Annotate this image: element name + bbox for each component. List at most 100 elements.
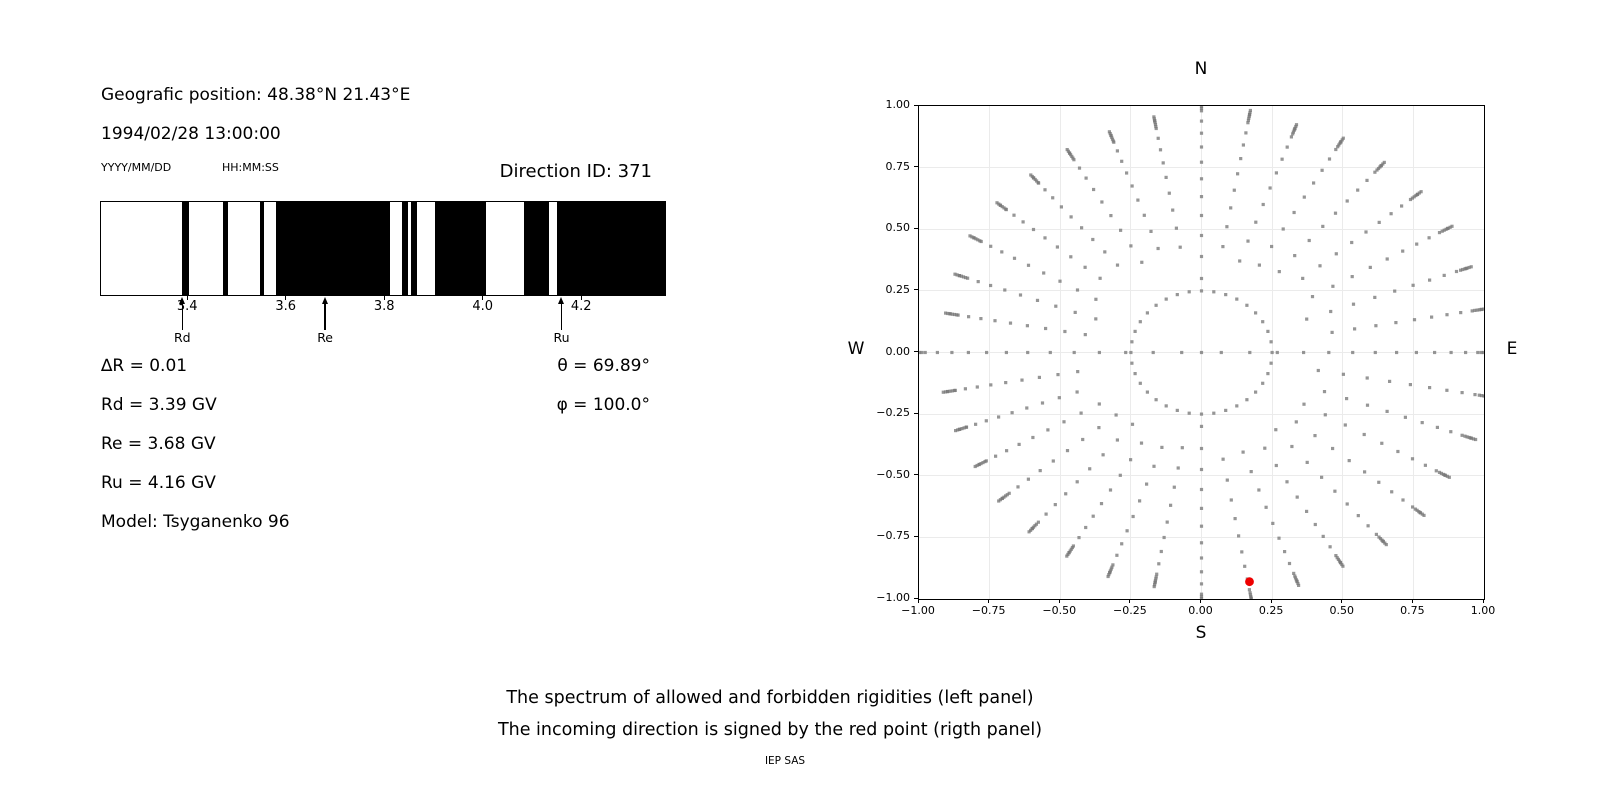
direction-dot xyxy=(1108,571,1112,575)
direction-dot xyxy=(975,385,979,389)
direction-dot xyxy=(1377,535,1381,539)
direction-dot xyxy=(955,313,959,317)
scatter-y-tick-label: 1.00 xyxy=(885,98,911,111)
direction-dot xyxy=(1350,240,1354,245)
direction-dot xyxy=(1264,505,1268,509)
direction-dot xyxy=(1473,308,1477,312)
direction-dot xyxy=(1107,130,1111,134)
allowed-rigidity-bar xyxy=(276,202,390,295)
direction-dot xyxy=(1055,245,1059,249)
direction-dot xyxy=(968,234,972,238)
direction-dot xyxy=(1248,108,1252,113)
direction-dot xyxy=(1448,225,1452,229)
barcode-x-tick-mark xyxy=(186,296,188,300)
direction-dot xyxy=(1410,457,1415,461)
direction-dot xyxy=(1025,324,1029,328)
direction-dot xyxy=(1067,151,1072,155)
direction-dot xyxy=(1292,210,1296,215)
direction-dot xyxy=(1248,593,1253,597)
phi-value-text: φ = 100.0° xyxy=(556,395,650,415)
direction-dot xyxy=(1069,547,1073,551)
direction-dot xyxy=(1065,554,1069,558)
direction-dot xyxy=(994,454,998,458)
direction-dot xyxy=(1294,124,1298,129)
direction-dot xyxy=(1115,149,1119,153)
direction-dot xyxy=(1003,288,1007,292)
allowed-rigidity-bar xyxy=(410,202,417,295)
direction-dot xyxy=(1072,350,1076,355)
direction-dot xyxy=(1297,583,1301,587)
direction-dot xyxy=(1446,226,1450,230)
direction-dot xyxy=(1064,492,1068,496)
direction-dot xyxy=(1271,521,1275,525)
direction-dot xyxy=(953,272,957,276)
direction-dot xyxy=(1130,422,1135,426)
direction-dot xyxy=(1042,271,1046,275)
direction-dot xyxy=(1164,404,1168,408)
direction-dot xyxy=(1070,546,1074,550)
direction-dot xyxy=(1373,295,1377,299)
direction-dot xyxy=(1240,550,1244,554)
direction-dot xyxy=(970,235,974,239)
direction-dot xyxy=(1094,317,1098,321)
direction-dot xyxy=(1420,421,1424,425)
direction-dot xyxy=(1199,350,1204,355)
direction-dot xyxy=(1295,495,1299,499)
scatter-y-tick-label: 0.25 xyxy=(885,282,911,296)
direction-dot xyxy=(1066,552,1070,556)
direction-dot xyxy=(1415,508,1419,512)
direction-dot xyxy=(1018,293,1023,297)
cutoff-arrow-head xyxy=(558,297,565,304)
direction-dot xyxy=(1249,595,1253,599)
direction-dot xyxy=(1021,220,1025,224)
direction-dot xyxy=(1313,434,1317,438)
direction-dot xyxy=(1301,276,1305,280)
direction-dot xyxy=(967,315,971,319)
direction-dot xyxy=(1236,172,1240,176)
direction-dot xyxy=(1153,581,1157,585)
direction-dot xyxy=(1056,373,1060,377)
direction-dot xyxy=(1145,390,1149,394)
direction-dot xyxy=(1459,268,1463,272)
direction-dot xyxy=(1249,470,1253,474)
direction-dot xyxy=(1025,406,1029,410)
direction-dot xyxy=(1411,505,1415,509)
direction-dot xyxy=(1038,469,1042,473)
direction-dot xyxy=(1164,175,1168,179)
cutoff-arrow-shaft xyxy=(324,303,326,330)
direction-dot xyxy=(1002,206,1006,210)
grid-line-horizontal xyxy=(919,167,1484,169)
direction-dot xyxy=(1199,592,1204,596)
direction-dot xyxy=(1199,195,1204,199)
direction-dot xyxy=(1305,317,1309,321)
direction-dot xyxy=(1408,383,1412,387)
time-format-label: HH:MM:SS xyxy=(222,161,279,174)
direction-dot xyxy=(1065,449,1070,453)
direction-dot xyxy=(1327,350,1331,355)
direction-dot xyxy=(1100,200,1104,204)
direction-dot xyxy=(1454,269,1459,274)
direction-dot xyxy=(1385,257,1389,261)
direction-dot xyxy=(1330,330,1334,334)
direction-dot xyxy=(1305,509,1309,513)
direction-dot xyxy=(1248,350,1252,355)
direction-dot xyxy=(1224,408,1228,412)
direction-dot xyxy=(1053,503,1057,507)
direction-dot xyxy=(1212,411,1216,415)
direction-dot xyxy=(1199,487,1204,492)
direction-dot xyxy=(1428,386,1432,390)
direction-dot xyxy=(998,498,1002,502)
direction-dot xyxy=(1062,420,1066,424)
allowed-rigidity-bar xyxy=(223,202,228,295)
direction-dot xyxy=(1199,131,1204,135)
direction-dot xyxy=(1274,171,1278,175)
direction-dot xyxy=(1152,117,1156,121)
direction-dot xyxy=(1059,205,1063,209)
direction-dot xyxy=(1261,202,1265,207)
direction-dot xyxy=(1465,435,1469,439)
direction-dot xyxy=(1125,529,1129,533)
direction-dot xyxy=(944,311,948,315)
direction-dot xyxy=(1449,350,1453,355)
scatter-y-tick-mark xyxy=(914,351,918,352)
direction-dot xyxy=(1142,213,1146,217)
